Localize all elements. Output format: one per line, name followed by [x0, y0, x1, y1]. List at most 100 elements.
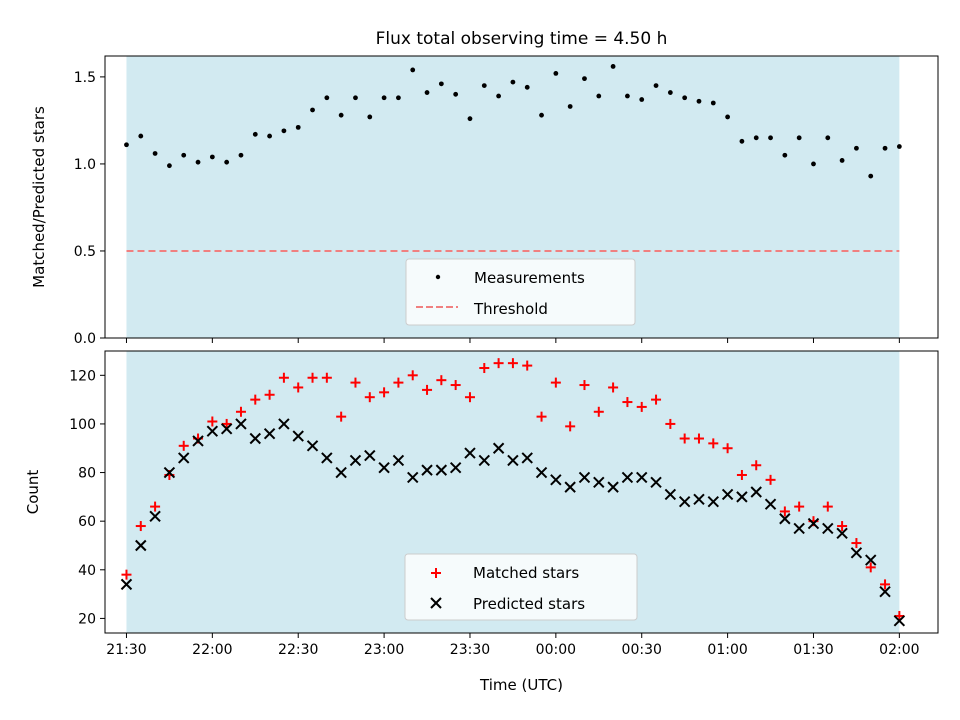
measurement-point	[281, 128, 287, 134]
measurement-point	[481, 83, 487, 88]
matched-point	[336, 411, 347, 422]
x-tick-label: 23:30	[450, 642, 490, 658]
legend-matched-label: Matched stars	[473, 564, 579, 582]
measurement-point	[438, 81, 444, 87]
predicted-point	[206, 425, 219, 437]
measurement-point	[854, 145, 859, 151]
predicted-point	[306, 440, 319, 452]
matched-point	[708, 438, 719, 449]
matched-point	[722, 443, 733, 454]
x-tick-label: 22:30	[278, 642, 318, 658]
measurement-point	[367, 114, 373, 120]
matched-point	[693, 433, 704, 444]
predicted-point	[779, 513, 791, 525]
matched-point	[622, 397, 633, 408]
predicted-point	[407, 471, 419, 484]
measurement-point	[124, 142, 129, 148]
measurement-point	[768, 135, 773, 141]
predicted-point	[764, 498, 777, 510]
measurement-point	[467, 116, 473, 122]
matched-point	[264, 389, 275, 400]
top-y-axis-label: Matched/Predicted stars	[30, 106, 48, 288]
predicted-point	[192, 435, 204, 447]
measurement-point	[224, 159, 230, 165]
top-axis-ticks: 0.0 0.5 1.0 1.5	[74, 70, 900, 347]
predicted-point	[750, 486, 762, 498]
measurement-point	[667, 90, 673, 95]
y-tick-label: 0.0	[74, 331, 96, 347]
matched-point	[121, 569, 132, 580]
measurement-point	[539, 112, 544, 118]
x-tick-label: 00:00	[536, 642, 576, 658]
measurement-point	[825, 135, 831, 141]
predicted-point	[521, 452, 533, 464]
legend-measurements-marker	[435, 274, 441, 280]
measurement-point	[496, 93, 501, 99]
legend-matched-marker	[431, 568, 441, 578]
legend-threshold-label: Threshold	[473, 300, 548, 318]
predicted-stars-series	[120, 418, 906, 627]
predicted-point	[364, 449, 376, 462]
legend-predicted-label: Predicted stars	[473, 595, 585, 613]
y-tick-label: 1.0	[74, 157, 96, 173]
predicted-point	[564, 481, 576, 493]
measurement-point	[295, 124, 301, 130]
predicted-point	[435, 464, 448, 476]
y-tick-label: 60	[78, 514, 96, 530]
matched-point	[751, 460, 762, 471]
measurement-point	[839, 158, 845, 163]
measurement-point	[739, 138, 745, 144]
matched-point	[393, 377, 404, 388]
matched-point	[250, 394, 261, 405]
measurement-point	[782, 152, 788, 158]
matched-point	[135, 521, 146, 532]
measurement-point	[868, 173, 874, 179]
predicted-point	[693, 493, 705, 506]
matched-point	[851, 538, 862, 549]
measurement-point	[753, 135, 759, 141]
matched-point	[293, 382, 304, 393]
measurement-point	[725, 114, 731, 120]
matched-point	[379, 387, 390, 398]
x-axis-label: Time (UTC)	[479, 676, 563, 694]
predicted-point	[120, 578, 133, 591]
matched-point	[207, 416, 218, 427]
measurement-point	[338, 112, 344, 118]
matched-point	[307, 372, 318, 383]
predicted-point	[378, 461, 390, 474]
predicted-point	[292, 430, 304, 442]
measurement-point	[553, 71, 559, 76]
predicted-point	[636, 471, 648, 484]
predicted-point	[335, 466, 347, 479]
predicted-point	[249, 432, 261, 445]
matched-point	[679, 433, 690, 444]
matched-point	[178, 440, 189, 451]
matched-point	[794, 501, 805, 512]
bottom-panel: 21:30 22:00 22:30 23:00 23:30 00:00 00:30 01:00…	[24, 350, 939, 694]
matched-point	[651, 394, 662, 405]
bottom-y-axis-label: Count	[24, 470, 42, 515]
x-tick-label: 22:00	[192, 642, 232, 658]
measurement-point	[453, 91, 459, 97]
measurement-point	[410, 67, 416, 73]
predicted-point	[707, 496, 719, 508]
measurement-point	[152, 151, 158, 156]
top-axes-frame	[104, 55, 939, 339]
matched-point	[450, 380, 461, 391]
measurement-point	[567, 104, 573, 109]
predicted-point	[278, 418, 290, 430]
predicted-point	[163, 466, 176, 479]
measurement-point	[696, 98, 702, 104]
x-tick-label: 21:30	[106, 642, 146, 658]
y-tick-label: 100	[69, 417, 96, 433]
bottom-legend: Matched stars Predicted stars	[404, 553, 638, 621]
matched-point	[822, 501, 833, 512]
matched-point	[221, 418, 232, 429]
predicted-point	[263, 427, 276, 440]
measurement-point	[238, 152, 244, 158]
matched-point	[636, 401, 647, 412]
x-tick-label: 01:30	[793, 642, 833, 658]
matched-point	[364, 392, 375, 403]
matched-point	[150, 501, 161, 512]
